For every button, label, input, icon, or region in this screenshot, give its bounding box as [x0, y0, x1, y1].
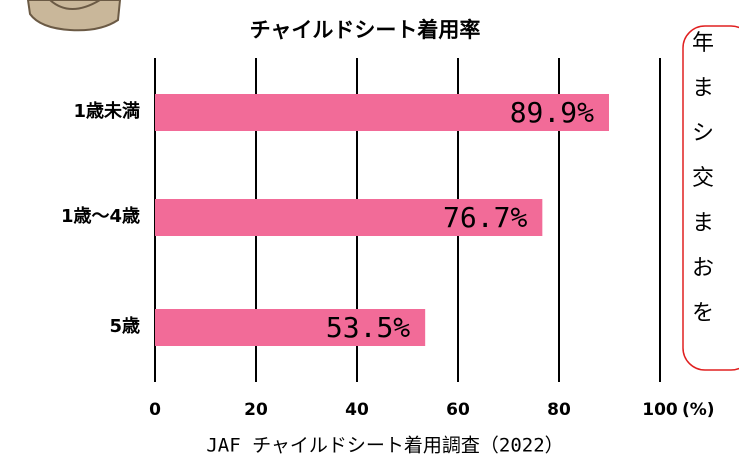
- callout-text: を: [692, 301, 714, 326]
- x-tick-label: 60: [446, 400, 470, 420]
- callout-text: お: [692, 256, 714, 281]
- callout-text: 交: [692, 166, 714, 191]
- callout-text: 年: [692, 31, 714, 56]
- value-label: 76.7%: [443, 201, 527, 234]
- y-tick-label: 1歳未満: [73, 100, 140, 122]
- car-seat-illustration: [28, 0, 120, 30]
- y-tick-label: 1歳～4歳: [61, 206, 140, 227]
- x-tick-label: 0: [149, 400, 161, 420]
- x-tick-label: 100: [642, 400, 678, 420]
- callout-text: シ: [692, 121, 714, 146]
- chart: チャイルドシート着用率 年まシ交まおを JAF チャイルドシート着用調査（202…: [0, 0, 739, 461]
- x-tick-label: 20: [244, 400, 268, 420]
- chart-title: チャイルドシート着用率: [250, 18, 481, 42]
- callout-text: ま: [692, 211, 714, 236]
- value-label: 89.9%: [510, 96, 594, 129]
- callout-text: ま: [692, 76, 714, 101]
- source-note: JAF チャイルドシート着用調査（2022）: [206, 435, 563, 457]
- value-label: 53.5%: [326, 311, 410, 344]
- x-axis-unit: (%): [682, 400, 715, 420]
- x-tick-label: 40: [345, 400, 369, 420]
- y-tick-label: 5歳: [109, 316, 140, 337]
- x-tick-label: 80: [547, 400, 571, 420]
